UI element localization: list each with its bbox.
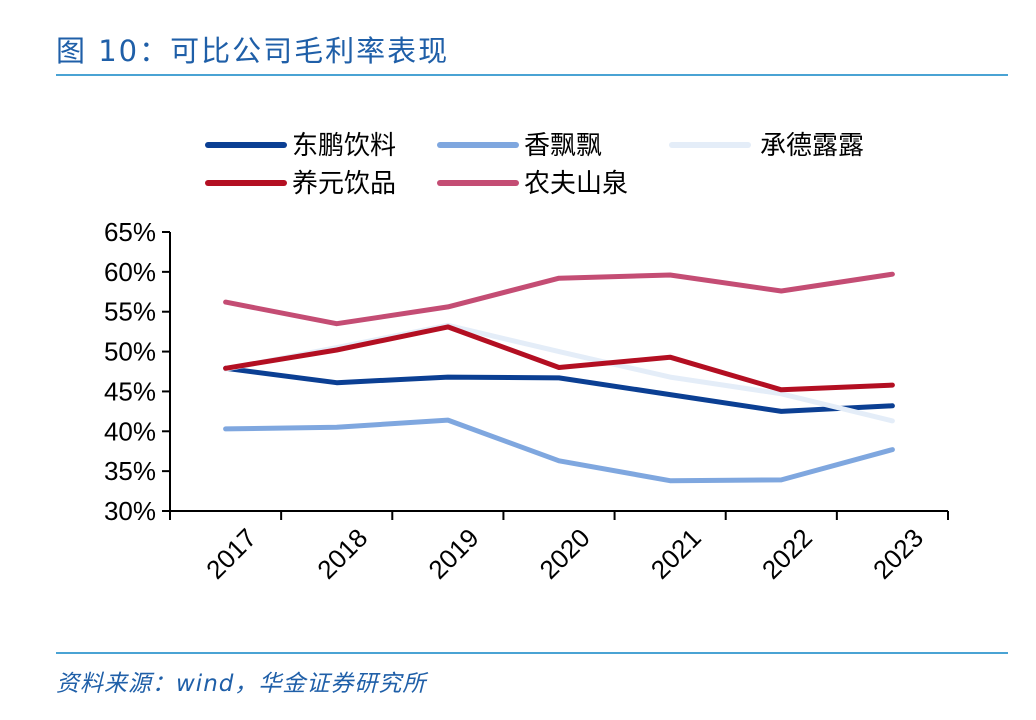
y-tick-label: 55% [104,297,156,327]
legend-label: 承德露露 [760,130,864,160]
series-line [223,417,895,484]
footer-divider [56,652,1008,654]
y-tick-label: 35% [104,456,156,486]
legend-label: 农夫山泉 [524,168,628,198]
y-tick-label: 60% [104,257,156,287]
y-tick-label: 40% [104,416,156,446]
y-tick-label: 50% [104,337,156,367]
legend-label: 养元饮品 [292,168,396,198]
y-tick-label: 65% [104,217,156,247]
legend-label: 香飘飘 [524,130,602,160]
x-tick-label: 2018 [311,523,373,585]
x-tick-label: 2021 [645,523,707,585]
source-note: 资料来源：wind，华金证券研究所 [56,671,427,697]
chart-axes [162,231,949,520]
x-tick-label: 2020 [534,523,596,585]
figure-title: 图 10：可比公司毛利率表现 [56,34,450,68]
y-tick-label: 30% [104,496,156,526]
title-divider [56,74,1008,76]
x-tick-label: 2022 [756,523,818,585]
series-line [223,271,895,327]
x-tick-label: 2019 [422,523,484,585]
x-tick-label: 2017 [200,523,262,585]
y-tick-label: 45% [104,376,156,406]
series-line [223,322,895,424]
chart-series [223,271,895,484]
x-tick-label: 2023 [867,523,929,585]
legend-label: 东鹏饮料 [292,130,396,160]
